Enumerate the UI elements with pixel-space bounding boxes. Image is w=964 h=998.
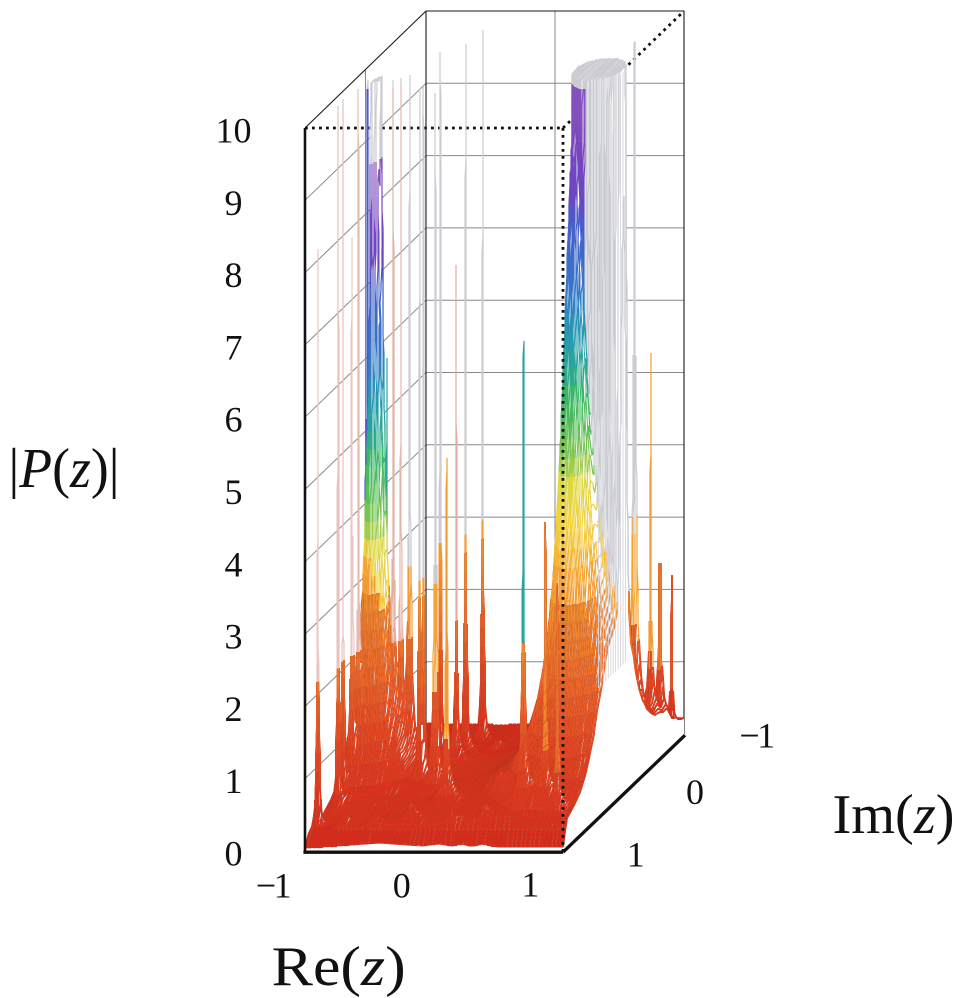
svg-text:4: 4	[225, 544, 243, 584]
svg-text:−1: −1	[256, 866, 290, 906]
svg-text:6: 6	[225, 400, 243, 440]
svg-text:1: 1	[225, 761, 243, 801]
svg-text:7: 7	[225, 327, 243, 367]
svg-text:1: 1	[627, 835, 645, 875]
svg-text:|P(z)|: |P(z)|	[9, 438, 120, 500]
svg-text:10: 10	[216, 111, 252, 151]
svg-text:−1: −1	[739, 716, 773, 756]
svg-text:2: 2	[225, 689, 243, 729]
svg-text:0: 0	[225, 834, 243, 874]
svg-text:3: 3	[225, 617, 243, 657]
svg-text:Im(z): Im(z)	[833, 784, 955, 846]
svg-text:0: 0	[393, 866, 411, 906]
svg-text:Re(z): Re(z)	[272, 936, 406, 998]
svg-text:0: 0	[686, 772, 704, 812]
svg-text:9: 9	[225, 183, 243, 223]
svg-text:5: 5	[225, 472, 243, 512]
svg-text:8: 8	[225, 255, 243, 295]
svg-text:1: 1	[521, 865, 539, 905]
